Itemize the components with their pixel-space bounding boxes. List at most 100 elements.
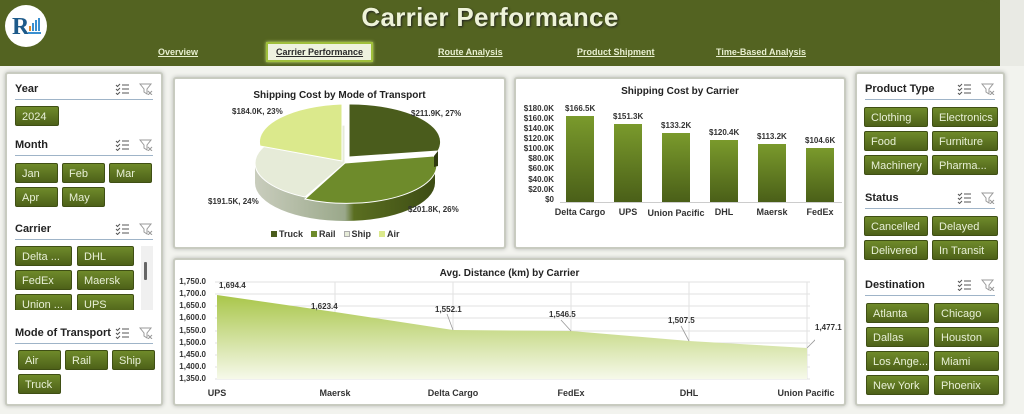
status-chip-in-transit[interactable]: In Transit: [932, 240, 998, 260]
multi-select-icon[interactable]: [957, 279, 971, 291]
tab-time-based-analysis[interactable]: Time-Based Analysis: [716, 47, 807, 57]
carrier-slicer-header: Carrier: [15, 222, 153, 240]
product-chip-machinery[interactable]: Machinery: [864, 155, 928, 175]
destination-chip-phoenix[interactable]: Phoenix: [934, 375, 999, 395]
bar-ups: [614, 124, 642, 202]
destination-chip-los-angeles[interactable]: Los Ange...: [866, 351, 929, 371]
x-category: Delta Cargo: [554, 207, 606, 217]
clear-filter-icon[interactable]: [981, 83, 995, 95]
destination-chip-miami[interactable]: Miami: [934, 351, 999, 371]
carrier-scroll-thumb[interactable]: [144, 262, 147, 280]
month-chip-feb[interactable]: Feb: [62, 163, 105, 183]
product-chip-food[interactable]: Food: [864, 131, 928, 151]
clear-filter-icon[interactable]: [139, 327, 153, 339]
tab-carrier-performance[interactable]: Carrier Performance: [266, 42, 374, 62]
year-chip-2024[interactable]: 2024: [15, 106, 59, 126]
month-chip-jan[interactable]: Jan: [15, 163, 58, 183]
carrier-chip-maersk[interactable]: Maersk: [77, 270, 134, 290]
area-value-label: 1,694.4: [219, 281, 246, 290]
destination-chip-new-york[interactable]: New York: [866, 375, 929, 395]
legend-air: Air: [379, 229, 400, 239]
carrier-chip-fedex[interactable]: FedEx: [15, 270, 72, 290]
mode-chip-rail[interactable]: Rail: [65, 350, 108, 370]
mode-chip-ship[interactable]: Ship: [112, 350, 155, 370]
bar-delta-cargo: [566, 116, 594, 202]
mode-slicer-title: Mode of Transport: [15, 327, 111, 339]
destination-chip-chicago[interactable]: Chicago: [934, 303, 999, 323]
month-chip-may[interactable]: May: [62, 187, 105, 207]
y-tick: 1,650.0: [179, 301, 206, 310]
carrier-chip-dhl[interactable]: DHL: [77, 246, 134, 266]
bar-value-label: $113.2K: [757, 132, 787, 141]
area-chart-panel: Avg. Distance (km) by Carrier 1,750.0 1,…: [173, 258, 846, 406]
carrier-scrollbar[interactable]: [141, 246, 153, 310]
pie-chart-graphic: [254, 103, 442, 221]
y-tick: 1,700.0: [179, 289, 206, 298]
year-slicer-header: Year: [15, 82, 153, 100]
x-category: DHL: [679, 388, 699, 398]
legend-rail: Rail: [311, 229, 336, 239]
month-slicer-header: Month: [15, 138, 153, 156]
area-chart-graphic: [215, 281, 815, 380]
clear-filter-icon[interactable]: [139, 139, 153, 151]
clear-filter-icon[interactable]: [981, 192, 995, 204]
y-tick: $100.0K: [523, 144, 554, 153]
y-tick: $140.0K: [523, 124, 554, 133]
y-tick: $20.0K: [528, 185, 554, 194]
year-slicer-title: Year: [15, 83, 39, 95]
product-chip-pharma[interactable]: Pharma...: [932, 155, 998, 175]
header-corner: [970, 0, 1000, 66]
destination-chip-dallas[interactable]: Dallas: [866, 327, 929, 347]
legend-ship: Ship: [343, 229, 371, 239]
y-tick: $120.0K: [523, 134, 554, 143]
mode-chip-truck[interactable]: Truck: [18, 374, 61, 394]
mode-chip-air[interactable]: Air: [18, 350, 61, 370]
destination-slicer-title: Destination: [865, 279, 925, 291]
multi-select-icon[interactable]: [115, 223, 129, 235]
x-category: Union Pacific: [647, 208, 705, 218]
pie-label-air: $184.0K, 23%: [232, 107, 283, 116]
left-slicer-panel: Year 2024 Month Jan Feb Mar Apr May Carr…: [5, 72, 163, 406]
multi-select-icon[interactable]: [957, 192, 971, 204]
month-chip-apr[interactable]: Apr: [15, 187, 58, 207]
multi-select-icon[interactable]: [115, 327, 129, 339]
x-axis-line: [560, 202, 842, 203]
clear-filter-icon[interactable]: [139, 223, 153, 235]
area-chart-title: Avg. Distance (km) by Carrier: [439, 268, 580, 279]
status-chip-delayed[interactable]: Delayed: [932, 216, 998, 236]
y-tick: 1,350.0: [179, 374, 206, 383]
status-chip-delivered[interactable]: Delivered: [864, 240, 928, 260]
product-chip-electronics[interactable]: Electronics: [932, 107, 998, 127]
multi-select-icon[interactable]: [957, 83, 971, 95]
bar-fedex: [806, 148, 834, 202]
svg-text:R: R: [12, 14, 30, 40]
multi-select-icon[interactable]: [115, 139, 129, 151]
tab-overview[interactable]: Overview: [158, 47, 199, 57]
bar-union-pacific: [662, 133, 690, 202]
clear-filter-icon[interactable]: [139, 83, 153, 95]
product-chip-clothing[interactable]: Clothing: [864, 107, 928, 127]
multi-select-icon[interactable]: [115, 83, 129, 95]
header-bar: [0, 0, 1024, 66]
tab-product-shipment[interactable]: Product Shipment: [577, 47, 655, 57]
x-category: DHL: [714, 207, 734, 217]
product-type-slicer-title: Product Type: [865, 83, 935, 95]
carrier-chip-union[interactable]: Union ...: [15, 294, 72, 310]
right-slicer-panel: Product Type Clothing Electronics Food F…: [855, 72, 1005, 406]
destination-slicer-header: Destination: [865, 278, 995, 296]
carrier-chip-list: Delta ... DHL FedEx Maersk Union ... UPS: [15, 246, 155, 310]
destination-chip-houston[interactable]: Houston: [934, 327, 999, 347]
x-category: Delta Cargo: [427, 388, 479, 398]
y-tick: 1,600.0: [179, 313, 206, 322]
tab-route-analysis[interactable]: Route Analysis: [438, 47, 503, 57]
bar-value-label: $166.5K: [565, 104, 596, 113]
bar-chart-title: Shipping Cost by Carrier: [621, 86, 739, 97]
product-chip-furniture[interactable]: Furniture: [932, 131, 998, 151]
carrier-chip-ups[interactable]: UPS: [77, 294, 134, 310]
page-title: Carrier Performance: [361, 2, 619, 32]
status-chip-cancelled[interactable]: Cancelled: [864, 216, 928, 236]
carrier-chip-delta[interactable]: Delta ...: [15, 246, 72, 266]
destination-chip-atlanta[interactable]: Atlanta: [866, 303, 929, 323]
clear-filter-icon[interactable]: [981, 279, 995, 291]
month-chip-mar[interactable]: Mar: [109, 163, 152, 183]
